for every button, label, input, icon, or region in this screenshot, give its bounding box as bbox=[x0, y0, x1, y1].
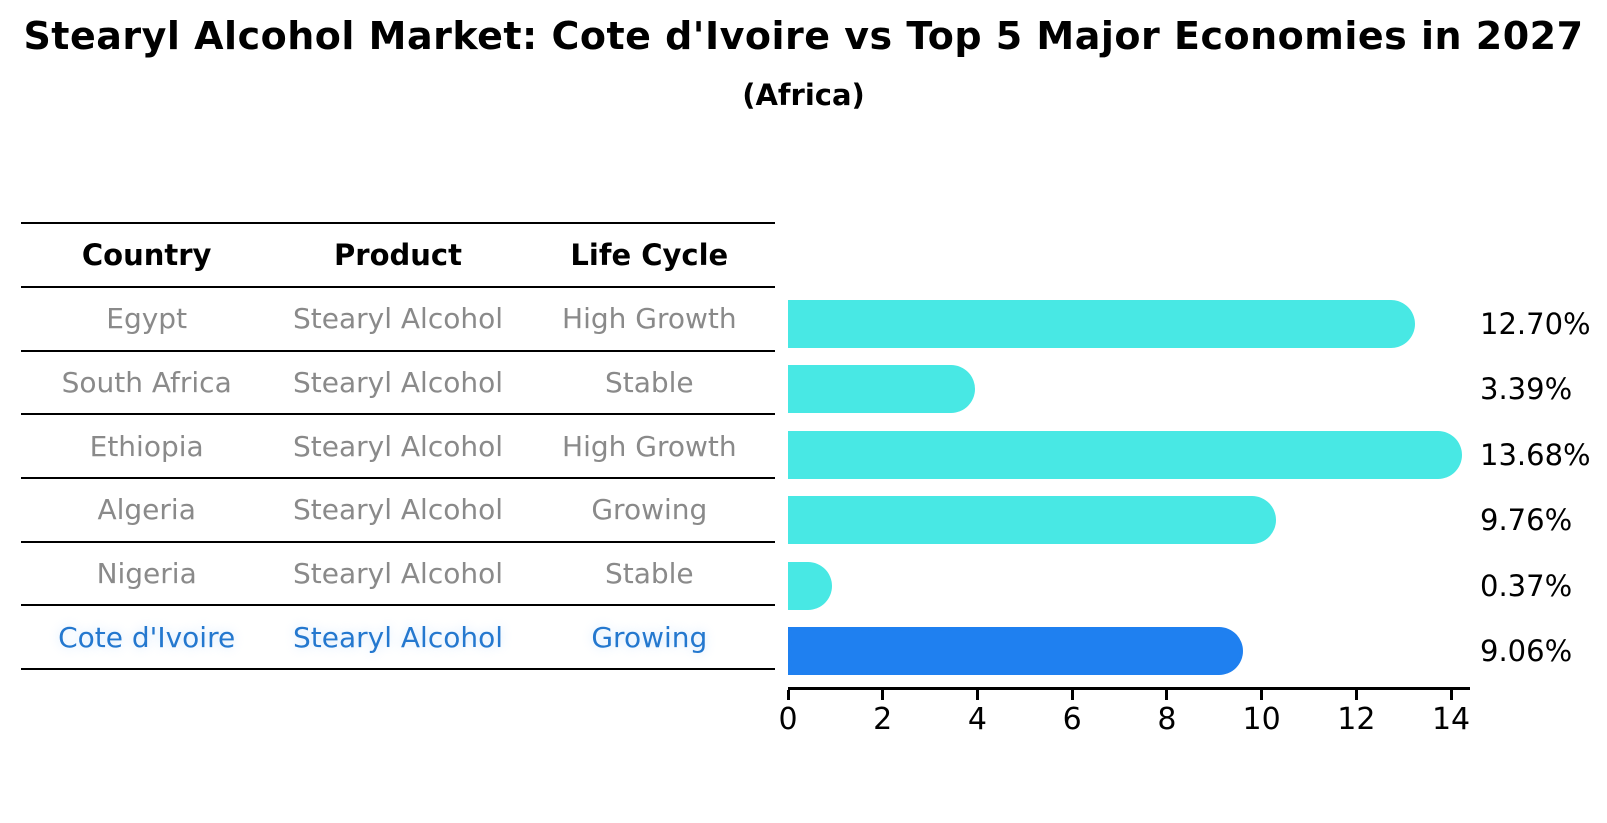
x-tick-label: 10 bbox=[1242, 702, 1281, 737]
x-tick-mark bbox=[1165, 690, 1169, 700]
bar-value-label: 12.70% bbox=[1480, 306, 1591, 341]
bar-row-ethiopia: 13.68% bbox=[788, 422, 1607, 488]
x-tick-label: 2 bbox=[873, 702, 893, 737]
product-cell: Stearyl Alcohol bbox=[292, 493, 503, 527]
column-header-product: Product bbox=[334, 238, 462, 272]
x-tick-mark bbox=[1070, 690, 1074, 700]
bar-row-egypt: 12.70% bbox=[788, 291, 1607, 357]
country-cell: Nigeria bbox=[96, 557, 197, 591]
table-header-row: Country Product Life Cycle bbox=[21, 224, 775, 288]
bar-algeria[interactable] bbox=[788, 496, 1277, 545]
table-row-egypt: Egypt Stearyl Alcohol High Growth bbox=[21, 288, 775, 352]
x-tick-mark bbox=[1260, 690, 1264, 700]
x-tick-mark bbox=[1354, 690, 1358, 700]
bar-nigeria[interactable] bbox=[788, 561, 832, 610]
country-cell: South Africa bbox=[61, 366, 232, 399]
bar-cote-divoire-highlighted[interactable] bbox=[788, 627, 1244, 676]
bar-value-label: 9.06% bbox=[1480, 634, 1573, 669]
life-cycle-cell: Growing bbox=[591, 493, 708, 527]
country-table: Country Product Life Cycle Egypt Stearyl… bbox=[21, 222, 775, 671]
life-cycle-cell: Growing bbox=[591, 620, 708, 654]
table-row-cote-divoire-highlighted: Cote d'Ivoire Stearyl Alcohol Growing bbox=[21, 606, 775, 671]
life-cycle-cell: High Growth bbox=[562, 302, 737, 336]
bar-south-africa[interactable] bbox=[788, 365, 975, 414]
bar-row-nigeria: 0.37% bbox=[788, 553, 1607, 619]
x-axis-line bbox=[788, 687, 1470, 690]
x-axis: 0 2 4 6 8 10 12 14 bbox=[778, 687, 1607, 747]
product-cell: Stearyl Alcohol bbox=[292, 302, 503, 336]
bar-egypt[interactable] bbox=[788, 299, 1416, 348]
bar-ethiopia[interactable] bbox=[788, 430, 1462, 479]
x-tick-mark bbox=[786, 690, 790, 700]
product-cell: Stearyl Alcohol bbox=[292, 557, 503, 591]
x-tick-mark bbox=[881, 690, 885, 700]
bar-value-label: 13.68% bbox=[1480, 437, 1591, 472]
product-cell: Stearyl Alcohol bbox=[292, 620, 503, 654]
life-cycle-cell: High Growth bbox=[562, 429, 737, 463]
x-tick-label: 12 bbox=[1337, 702, 1376, 737]
bar-value-label: 9.76% bbox=[1480, 503, 1573, 538]
life-cycle-cell: Stable bbox=[604, 366, 694, 399]
x-tick-label: 6 bbox=[1062, 702, 1082, 737]
x-tick-label: 14 bbox=[1431, 702, 1471, 737]
x-tick-mark bbox=[975, 690, 979, 700]
bar-row-south-africa: 3.39% bbox=[788, 357, 1607, 423]
page-title: Stearyl Alcohol Market: Cote d'Ivoire vs… bbox=[23, 14, 1584, 58]
table-row-nigeria: Nigeria Stearyl Alcohol Stable bbox=[21, 543, 775, 607]
x-tick-label: 0 bbox=[778, 702, 798, 737]
country-cell: Ethiopia bbox=[89, 429, 204, 463]
product-cell: Stearyl Alcohol bbox=[292, 429, 503, 463]
life-cycle-cell: Stable bbox=[604, 557, 694, 591]
table-row-algeria: Algeria Stearyl Alcohol Growing bbox=[21, 479, 775, 543]
product-cell: Stearyl Alcohol bbox=[292, 366, 503, 399]
x-tick-label: 4 bbox=[967, 702, 987, 737]
bar-row-algeria: 9.76% bbox=[788, 488, 1607, 554]
column-header-life-cycle: Life Cycle bbox=[570, 238, 729, 272]
x-tick-mark bbox=[1449, 690, 1453, 700]
bar-plot-area: 12.70% 3.39% 13.68% 9.76% 0.37% 9.06% bbox=[788, 291, 1607, 684]
country-cell: Egypt bbox=[106, 302, 188, 336]
x-tick-label: 8 bbox=[1157, 702, 1177, 737]
page-subtitle: (Africa) bbox=[742, 78, 865, 112]
country-cell: Algeria bbox=[97, 493, 196, 527]
table-row-ethiopia: Ethiopia Stearyl Alcohol High Growth bbox=[21, 415, 775, 480]
column-header-country: Country bbox=[81, 238, 212, 272]
country-cell: Cote d'Ivoire bbox=[58, 620, 236, 654]
table-row-south-africa: South Africa Stearyl Alcohol Stable bbox=[21, 352, 775, 416]
bar-row-cote-divoire: 9.06% bbox=[788, 619, 1607, 685]
bar-value-label: 0.37% bbox=[1480, 568, 1573, 603]
bar-value-label: 3.39% bbox=[1480, 372, 1573, 407]
